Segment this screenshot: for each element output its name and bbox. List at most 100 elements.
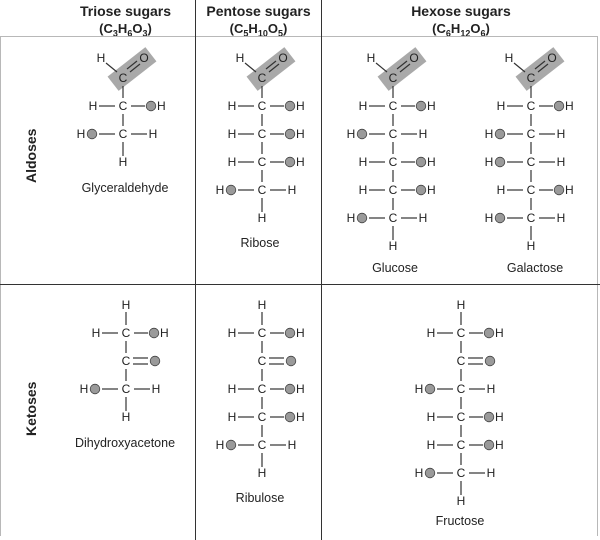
bond xyxy=(244,62,257,73)
hydrogen-atom: H xyxy=(288,183,297,197)
carbon-atom: C xyxy=(258,354,267,368)
oxygen-dot xyxy=(284,100,296,112)
carbon-atom: C xyxy=(258,127,267,141)
oxygen-atom: O xyxy=(409,51,418,65)
oxygen-dot xyxy=(553,100,565,112)
hydrogen-atom: H xyxy=(236,51,245,65)
name-glyceraldehyde: Glyceraldehyde xyxy=(81,181,169,195)
name-fructose: Fructose xyxy=(435,514,485,528)
carbon-atom: C xyxy=(258,326,267,340)
hydrogen-atom: H xyxy=(97,51,106,65)
hydrogen-atom: H xyxy=(228,410,237,424)
hydrogen-atom: H xyxy=(427,438,436,452)
bond xyxy=(513,62,526,73)
carbon-atom: C xyxy=(457,326,466,340)
hydrogen-atom: H xyxy=(497,99,506,113)
hydroxyl-hydrogen: H xyxy=(296,326,305,340)
hydroxyl-hydrogen: H xyxy=(160,326,169,340)
hydroxyl-hydrogen: H xyxy=(565,183,574,197)
oxygen-dot xyxy=(424,383,436,395)
divider-col-2 xyxy=(321,0,322,540)
hydroxyl-hydrogen: H xyxy=(296,155,305,169)
name-dihydroxyacetone: Dihydroxyacetone xyxy=(74,436,176,450)
hydroxyl-hydrogen: H xyxy=(495,438,504,452)
hydrogen-atom: H xyxy=(557,155,566,169)
carbon-atom: C xyxy=(389,99,398,113)
hydrogen-atom: H xyxy=(457,494,466,508)
hydrogen-atom: H xyxy=(228,326,237,340)
carbon-atom: C xyxy=(122,382,131,396)
oxygen-dot xyxy=(415,184,427,196)
hydrogen-atom: H xyxy=(258,298,267,312)
carbon-atom: C xyxy=(527,183,536,197)
oxygen-atom: O xyxy=(139,51,148,65)
hydroxyl-hydrogen: H xyxy=(565,99,574,113)
hydrogen-atom: H xyxy=(419,127,428,141)
hydrogen-atom: H xyxy=(427,326,436,340)
hydroxyl-hydrogen: H xyxy=(427,155,436,169)
aldehyde-highlight xyxy=(377,47,427,91)
carbon-atom: C xyxy=(258,382,267,396)
carbon-atom: C xyxy=(258,438,267,452)
oxygen-dot xyxy=(284,327,296,339)
double-bond xyxy=(537,63,549,73)
oxygen-dot xyxy=(284,128,296,140)
hydroxyl-hydrogen: H xyxy=(80,382,89,396)
carbon-atom: C xyxy=(527,99,536,113)
hydroxyl-hydrogen: H xyxy=(347,127,356,141)
header-hexose-title: Hexose sugars xyxy=(411,3,511,19)
hydroxyl-hydrogen: H xyxy=(347,211,356,225)
name-galactose: Galactose xyxy=(506,261,564,275)
hydrogen-atom: H xyxy=(359,155,368,169)
oxygen-dot xyxy=(145,100,157,112)
hydroxyl-hydrogen: H xyxy=(415,382,424,396)
carbon-atom: C xyxy=(389,71,398,85)
hydrogen-atom: H xyxy=(258,211,267,225)
hydroxyl-hydrogen: H xyxy=(495,410,504,424)
oxygen-dot xyxy=(86,128,98,140)
name-ribulose: Ribulose xyxy=(235,491,285,505)
hydrogen-atom: H xyxy=(505,51,514,65)
oxygen-atom: O xyxy=(547,51,556,65)
hydrogen-atom: H xyxy=(359,183,368,197)
panel-border-top xyxy=(0,36,598,37)
oxygen-dot xyxy=(484,355,496,367)
double-bond xyxy=(534,60,546,70)
hydrogen-atom: H xyxy=(419,211,428,225)
hydroxyl-hydrogen: H xyxy=(216,438,225,452)
hydrogen-atom: H xyxy=(497,183,506,197)
hydrogen-atom: H xyxy=(89,99,98,113)
divider-row xyxy=(0,284,600,285)
hydrogen-atom: H xyxy=(487,466,496,480)
double-bond xyxy=(399,63,411,73)
hydrogen-atom: H xyxy=(119,155,128,169)
hydroxyl-hydrogen: H xyxy=(296,382,305,396)
hydrogen-atom: H xyxy=(359,99,368,113)
header-hexose-formula: (C6H12O6) xyxy=(432,21,490,39)
hydrogen-atom: H xyxy=(457,298,466,312)
carbon-atom: C xyxy=(258,99,267,113)
carbon-atom: C xyxy=(457,382,466,396)
carbon-atom: C xyxy=(457,438,466,452)
double-bond xyxy=(126,60,138,70)
carbon-atom: C xyxy=(122,326,131,340)
hydrogen-atom: H xyxy=(288,438,297,452)
carbon-atom: C xyxy=(527,71,536,85)
hydroxyl-hydrogen: H xyxy=(485,127,494,141)
hydroxyl-hydrogen: H xyxy=(296,99,305,113)
carbon-atom: C xyxy=(389,155,398,169)
hydrogen-atom: H xyxy=(122,410,131,424)
carbon-atom: C xyxy=(258,155,267,169)
carbon-atom: C xyxy=(457,466,466,480)
oxygen-dot xyxy=(284,383,296,395)
oxygen-dot xyxy=(483,439,495,451)
oxygen-dot xyxy=(284,156,296,168)
oxygen-dot xyxy=(89,383,101,395)
carbon-atom: C xyxy=(119,127,128,141)
aldehyde-highlight xyxy=(246,47,296,91)
oxygen-dot xyxy=(415,100,427,112)
aldehyde-highlight xyxy=(515,47,565,91)
carbon-atom: C xyxy=(527,127,536,141)
